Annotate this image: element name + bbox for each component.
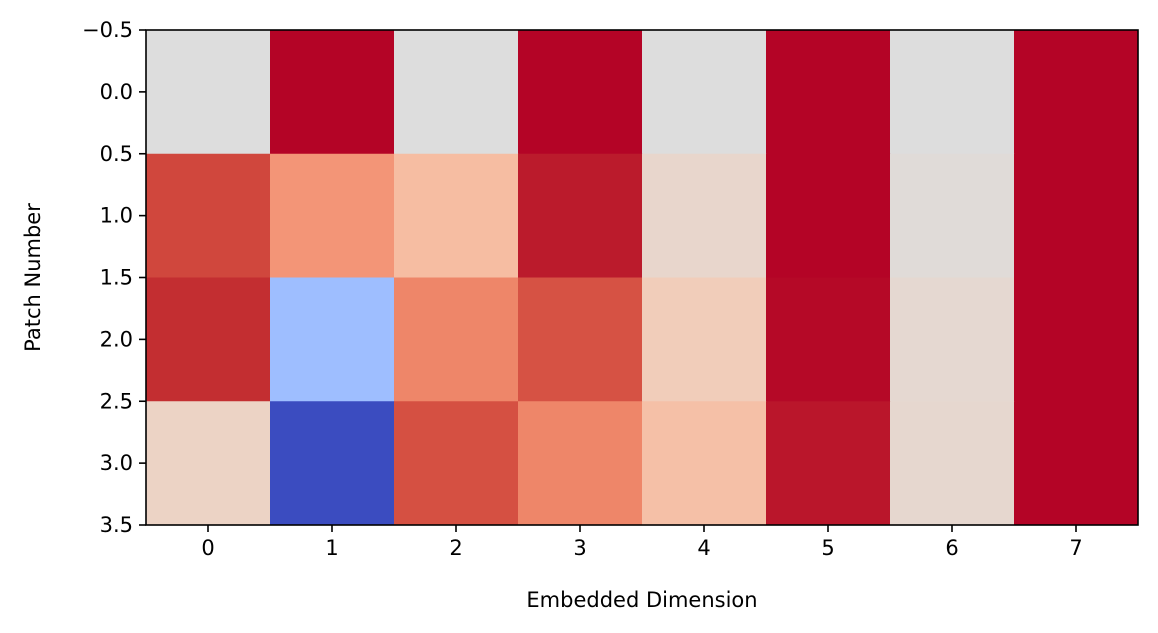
x-axis-label: Embedded Dimension (526, 588, 757, 612)
heatmap-cell (146, 30, 271, 155)
heatmap-cell (642, 401, 767, 526)
x-tick-label: 0 (201, 536, 214, 560)
y-tick-label: 3.5 (100, 513, 133, 537)
heatmap-cell (766, 401, 891, 526)
y-axis-label: Patch Number (21, 203, 45, 352)
y-tick-label: 0.0 (100, 80, 133, 104)
y-tick-label: 1.5 (100, 266, 133, 290)
heatmap-cell (270, 401, 395, 526)
heatmap-cell (766, 153, 891, 278)
y-axis-ticks: −0.5 0.0 0.5 1.0 1.5 2.0 2.5 3.0 3.5 (82, 18, 146, 537)
x-tick-label: 7 (1069, 536, 1082, 560)
heatmap-cell (146, 277, 271, 402)
y-tick-label: 2.5 (100, 389, 133, 413)
x-tick-label: 6 (945, 536, 958, 560)
heatmap-cell (518, 153, 643, 278)
heatmap-cell (890, 153, 1015, 278)
heatmap-cell (1014, 401, 1139, 526)
x-tick-label: 2 (449, 536, 462, 560)
x-tick-label: 3 (573, 536, 586, 560)
heatmap-cell (890, 277, 1015, 402)
heatmap-cell (766, 277, 891, 402)
heatmap-cell (890, 30, 1015, 155)
heatmap-cell (270, 277, 395, 402)
heatmap-cell (766, 30, 891, 155)
heatmap-cell (518, 30, 643, 155)
heatmap-cell (642, 277, 767, 402)
heatmap-cell (642, 30, 767, 155)
heatmap-cell (1014, 153, 1139, 278)
heatmap-cell (1014, 30, 1139, 155)
y-tick-label: 1.0 (100, 204, 133, 228)
y-tick-label: −0.5 (82, 18, 133, 42)
heatmap-cell (270, 30, 395, 155)
heatmap-cell (394, 153, 519, 278)
heatmap-cell (518, 401, 643, 526)
heatmap-cell (146, 401, 271, 526)
heatmap-cell (642, 153, 767, 278)
x-axis-ticks: 0 1 2 3 4 5 6 7 (201, 525, 1083, 560)
heatmap-cell (518, 277, 643, 402)
y-tick-label: 2.0 (100, 327, 133, 351)
heatmap-cell (270, 153, 395, 278)
y-tick-label: 3.0 (100, 451, 133, 475)
heatmap-cells (146, 30, 1139, 526)
heatmap-cell (394, 30, 519, 155)
heatmap-cell (1014, 277, 1139, 402)
x-tick-label: 4 (697, 536, 710, 560)
heatmap-cell (146, 153, 271, 278)
y-tick-label: 0.5 (100, 142, 133, 166)
x-tick-label: 5 (821, 536, 834, 560)
heatmap-cell (890, 401, 1015, 526)
heatmap-cell (394, 401, 519, 526)
x-tick-label: 1 (325, 536, 338, 560)
heatmap-cell (394, 277, 519, 402)
